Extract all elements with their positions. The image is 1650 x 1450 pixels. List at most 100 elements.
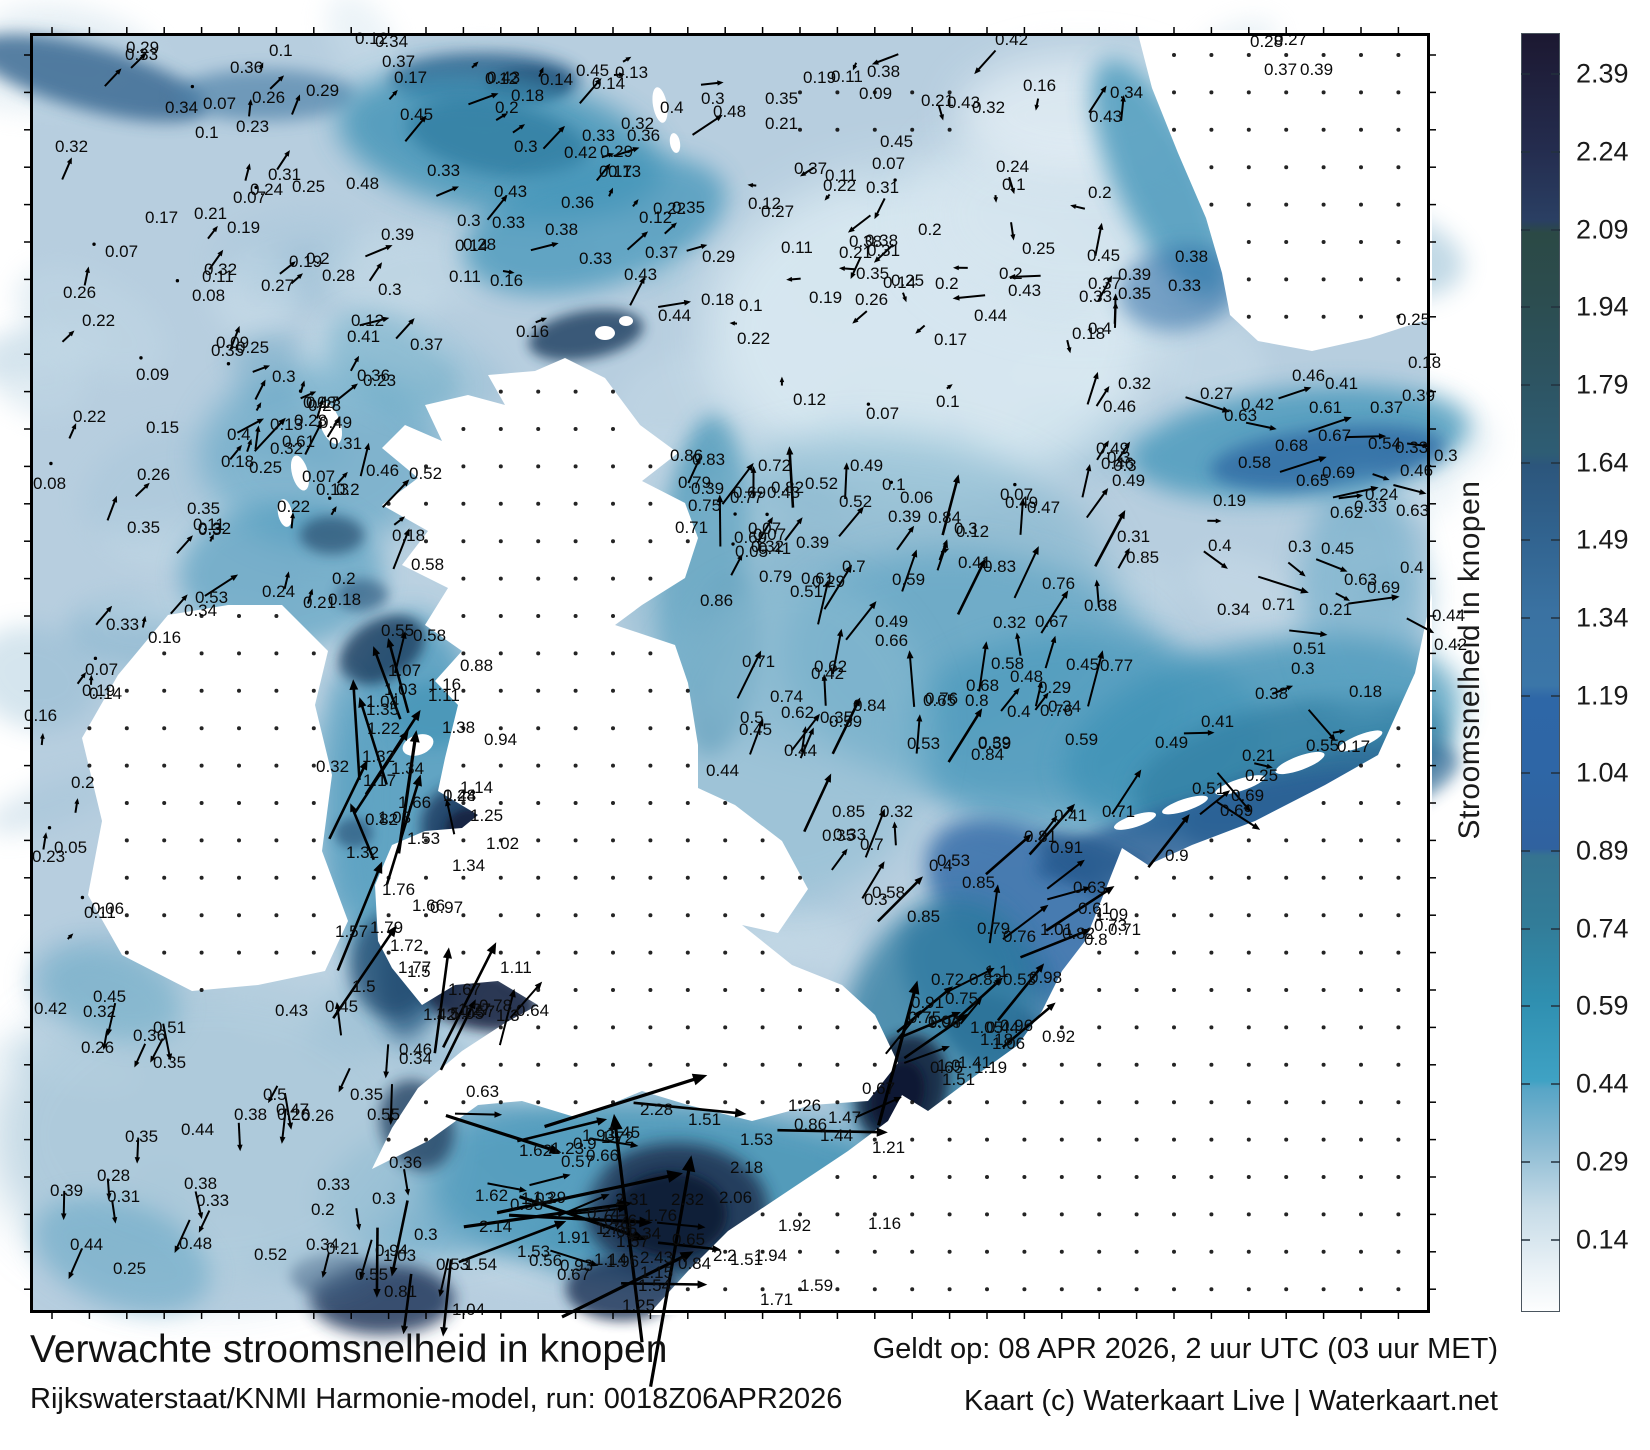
- svg-text:0.14: 0.14: [455, 236, 488, 255]
- island: [652, 87, 668, 123]
- svg-text:0.32: 0.32: [993, 613, 1026, 632]
- svg-text:0.22: 0.22: [737, 329, 770, 348]
- svg-text:0.12: 0.12: [793, 390, 826, 409]
- colorbar-tick-label: 2.09: [1576, 214, 1629, 245]
- svg-text:0.76: 0.76: [1042, 574, 1075, 593]
- svg-text:0.14: 0.14: [89, 684, 122, 703]
- svg-text:0.46: 0.46: [366, 461, 399, 480]
- svg-text:0.56: 0.56: [529, 1251, 562, 1270]
- svg-text:0.34: 0.34: [1048, 697, 1081, 716]
- svg-text:1.45: 1.45: [607, 1123, 640, 1142]
- colorbar-tick: [1551, 1083, 1560, 1086]
- svg-text:1.72: 1.72: [601, 1128, 634, 1147]
- svg-text:0.12: 0.12: [956, 522, 989, 541]
- svg-text:0.3: 0.3: [457, 211, 481, 230]
- svg-text:0.67: 0.67: [1318, 426, 1351, 445]
- svg-text:0.91: 0.91: [911, 993, 944, 1012]
- svg-text:1.17: 1.17: [363, 771, 396, 790]
- svg-text:0.3: 0.3: [272, 367, 296, 386]
- svg-text:0.74: 0.74: [770, 687, 803, 706]
- svg-text:0.33: 0.33: [1354, 497, 1387, 516]
- svg-text:1.16: 1.16: [428, 675, 461, 694]
- colorbar-tick: [1521, 151, 1530, 154]
- island: [1337, 730, 1383, 752]
- svg-text:0.97: 0.97: [430, 898, 463, 917]
- svg-text:0.16: 0.16: [490, 271, 523, 290]
- colorbar-tick-label: 0.14: [1576, 1224, 1629, 1254]
- svg-text:0.39: 0.39: [1118, 265, 1151, 284]
- colorbar-tick: [1521, 772, 1530, 775]
- svg-text:0.33: 0.33: [833, 825, 866, 844]
- svg-text:0.63: 0.63: [1344, 570, 1377, 589]
- svg-text:0.33: 0.33: [1079, 287, 1112, 306]
- svg-text:0.28: 0.28: [463, 235, 496, 254]
- svg-text:0.2: 0.2: [1088, 183, 1112, 202]
- svg-text:0.1: 0.1: [1002, 175, 1026, 194]
- svg-text:1.18: 1.18: [980, 1030, 1013, 1049]
- svg-text:0.38: 0.38: [1175, 247, 1208, 266]
- svg-text:0.35: 0.35: [127, 518, 160, 537]
- svg-text:0.31: 0.31: [1117, 527, 1150, 546]
- svg-text:0.3: 0.3: [1434, 446, 1458, 465]
- colorbar-tick: [1521, 850, 1530, 853]
- svg-text:0.44: 0.44: [658, 306, 691, 325]
- svg-text:0.29: 0.29: [126, 38, 159, 57]
- svg-text:1.34: 1.34: [391, 759, 424, 778]
- svg-text:0.17: 0.17: [145, 208, 178, 227]
- svg-text:0.84: 0.84: [678, 1254, 711, 1273]
- svg-text:0.61: 0.61: [801, 569, 834, 588]
- svg-text:0.3: 0.3: [864, 890, 888, 909]
- svg-text:0.22: 0.22: [277, 497, 310, 516]
- island: [1162, 795, 1208, 815]
- svg-text:0.25: 0.25: [292, 177, 325, 196]
- svg-text:0.34: 0.34: [165, 98, 198, 117]
- svg-text:0.11: 0.11: [449, 267, 481, 286]
- svg-text:1.03: 1.03: [383, 1246, 416, 1265]
- svg-text:0.84: 0.84: [853, 696, 886, 715]
- svg-text:0.66: 0.66: [586, 1146, 619, 1165]
- svg-text:0.21: 0.21: [765, 114, 798, 133]
- svg-text:0.17: 0.17: [394, 68, 427, 87]
- svg-text:0.4: 0.4: [660, 98, 684, 117]
- zero-current-dots: [87, 53, 1401, 1292]
- svg-text:0.67: 0.67: [862, 1079, 895, 1098]
- svg-text:0.69: 0.69: [1231, 786, 1264, 805]
- svg-text:0.2: 0.2: [999, 264, 1023, 283]
- colorbar-tick: [1521, 461, 1530, 464]
- svg-text:0.33: 0.33: [582, 126, 615, 145]
- svg-text:0.69: 0.69: [734, 528, 767, 547]
- colorbar-tick: [1551, 461, 1560, 464]
- svg-text:0.35: 0.35: [672, 198, 705, 217]
- svg-text:1.76: 1.76: [644, 1206, 677, 1225]
- svg-text:0.07: 0.07: [302, 467, 335, 486]
- svg-text:1.11: 1.11: [428, 686, 460, 705]
- svg-text:1.91: 1.91: [557, 1228, 590, 1247]
- svg-text:1.06: 1.06: [992, 1034, 1025, 1053]
- svg-text:0.3: 0.3: [1288, 537, 1312, 556]
- svg-text:0.16: 0.16: [1023, 76, 1056, 95]
- svg-text:0.17: 0.17: [599, 162, 632, 181]
- svg-text:1.54: 1.54: [638, 1276, 671, 1295]
- svg-text:0.9: 0.9: [1165, 846, 1189, 865]
- svg-text:1.34: 1.34: [452, 856, 485, 875]
- svg-text:0.12: 0.12: [639, 208, 672, 227]
- svg-text:0.83: 0.83: [692, 450, 725, 469]
- svg-text:0.07: 0.07: [105, 242, 138, 261]
- svg-text:1.14: 1.14: [460, 778, 493, 797]
- svg-text:0.13: 0.13: [608, 162, 641, 181]
- svg-text:0.75: 0.75: [688, 496, 721, 515]
- svg-text:0.29: 0.29: [1038, 678, 1071, 697]
- svg-text:0.18: 0.18: [1072, 324, 1105, 343]
- svg-text:2.01: 2.01: [602, 1222, 635, 1241]
- svg-text:0.46: 0.46: [1103, 397, 1136, 416]
- colorbar-tick-label: 0.89: [1576, 835, 1629, 866]
- svg-text:0.11: 0.11: [825, 166, 857, 185]
- svg-text:0.33: 0.33: [1395, 438, 1428, 457]
- svg-text:0.1: 0.1: [195, 123, 219, 142]
- svg-text:0.58: 0.58: [413, 626, 446, 645]
- svg-text:0.76: 0.76: [925, 689, 958, 708]
- svg-text:0.46: 0.46: [399, 1040, 432, 1059]
- svg-text:0.51: 0.51: [1293, 639, 1326, 658]
- colorbar-tick-label: 1.19: [1576, 680, 1629, 711]
- svg-text:0.55: 0.55: [355, 1265, 388, 1284]
